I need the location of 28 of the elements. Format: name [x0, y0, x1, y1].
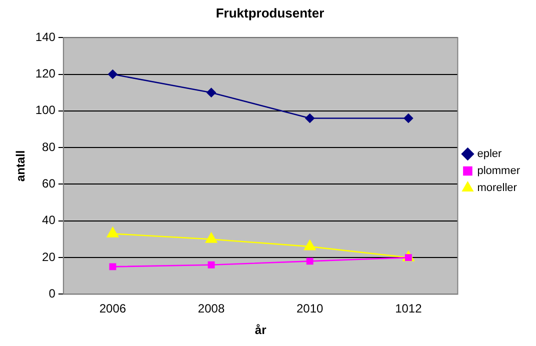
y-axis-title: antall — [14, 150, 28, 182]
point — [206, 88, 216, 98]
chart-title: Fruktprodusenter — [216, 5, 324, 20]
y-tick-label: 20 — [42, 250, 56, 264]
x-tick-label: 2008 — [198, 302, 225, 316]
point — [109, 263, 116, 270]
point — [208, 261, 215, 268]
y-tick-label: 100 — [35, 103, 56, 118]
legend-label: epler — [477, 148, 502, 160]
legend-label: plommer — [477, 165, 520, 178]
y-tick-label: 40 — [42, 213, 56, 228]
point — [108, 70, 118, 79]
point — [404, 114, 414, 123]
legend-label: moreller — [477, 182, 518, 194]
point — [106, 227, 119, 238]
point — [306, 258, 314, 265]
x-tick-label: 2006 — [99, 302, 126, 316]
y-tick-label: 0 — [48, 286, 56, 301]
x-tick-label: 2010 — [296, 302, 324, 316]
y-tick-label: 60 — [42, 176, 56, 191]
point — [205, 232, 218, 243]
x-tick-label: 1012 — [395, 302, 422, 316]
point — [305, 114, 315, 123]
x-axis-title: år — [254, 323, 267, 338]
y-tick-label: 120 — [35, 66, 56, 81]
y-tick-label: 80 — [42, 140, 56, 154]
point — [304, 240, 316, 250]
y-tick-label: 140 — [35, 30, 56, 44]
